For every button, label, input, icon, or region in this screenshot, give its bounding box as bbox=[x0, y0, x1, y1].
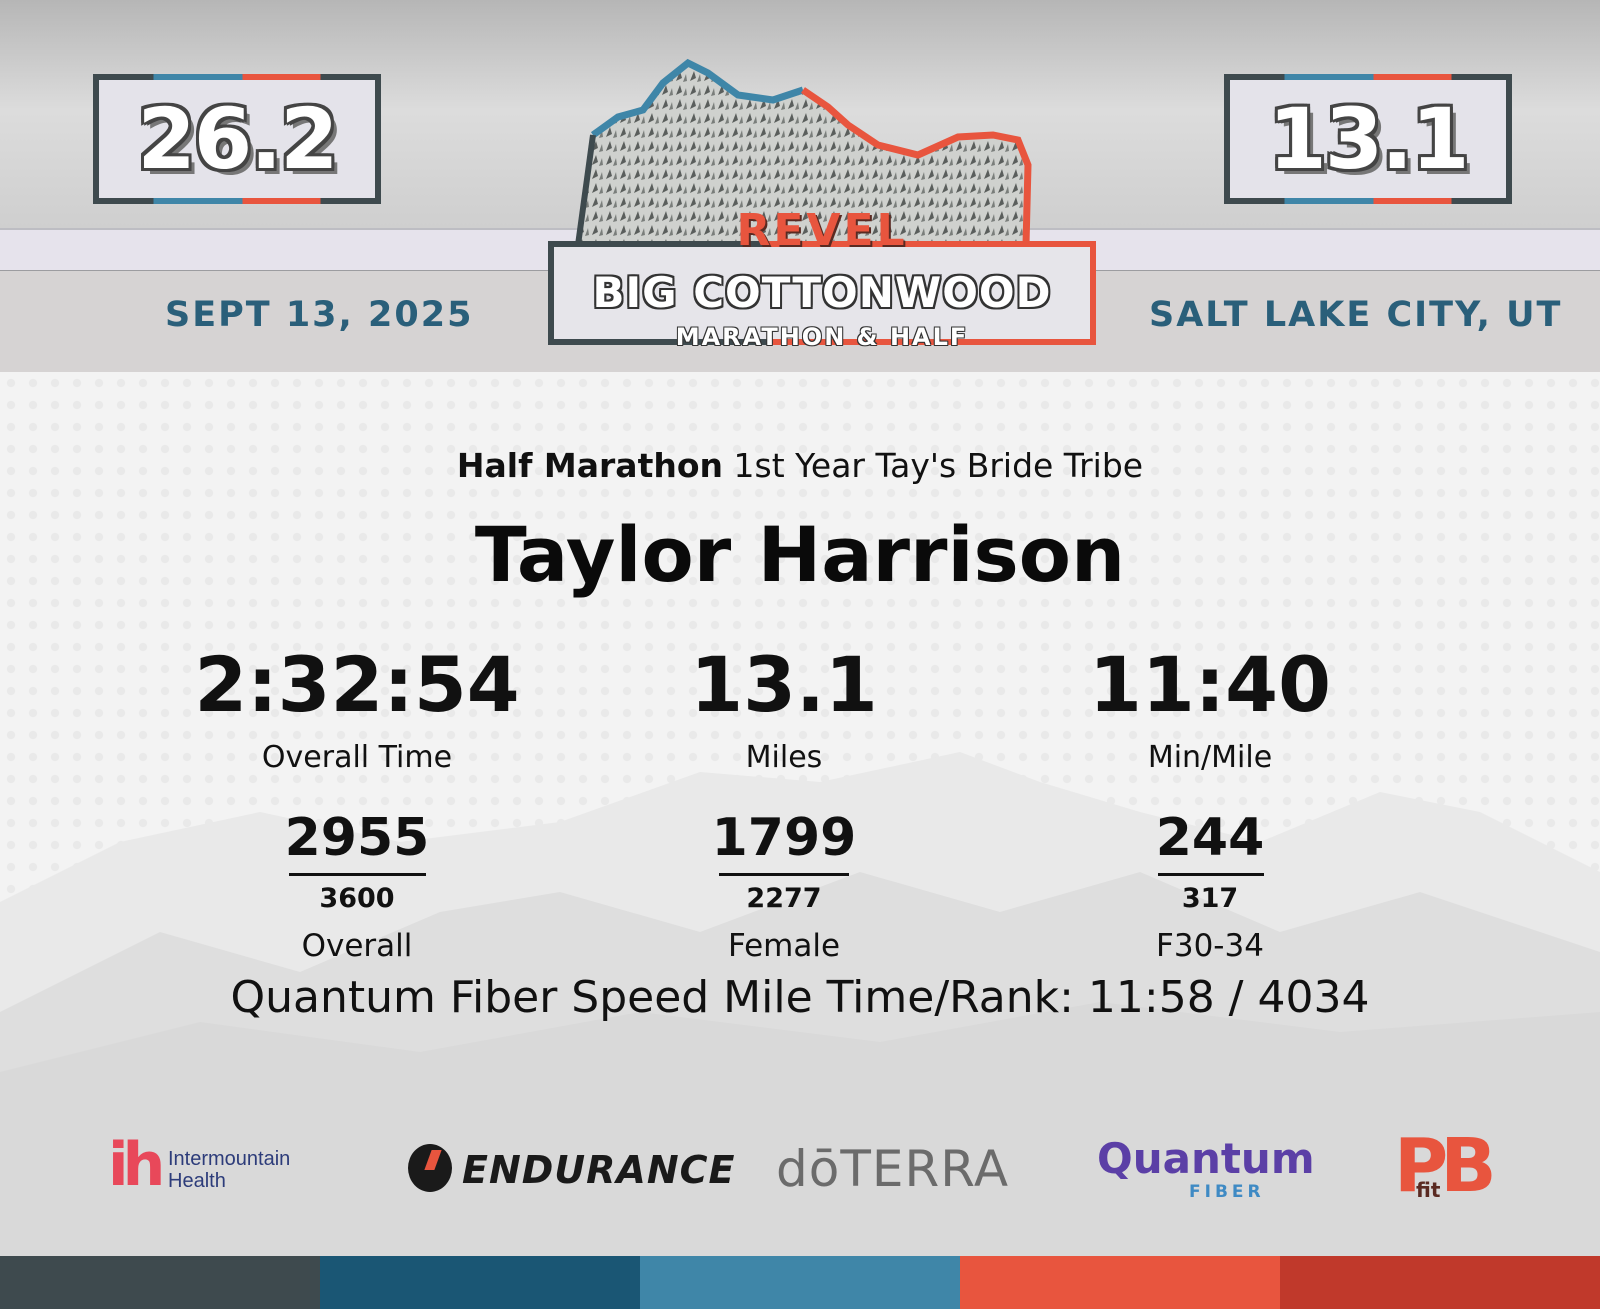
rank-divider-overall bbox=[289, 873, 426, 876]
rank-place-female: 1799 bbox=[711, 808, 857, 868]
intermountain-line2: Health bbox=[168, 1170, 226, 1192]
intermountain-wordmark: Intermountain Health bbox=[168, 1148, 290, 1192]
marathon-distance-text: 26.2 bbox=[137, 90, 338, 188]
race-logo: REVEL BIG COTTONWOOD MARATHON & HALF bbox=[548, 55, 1098, 355]
mountain-silhouette bbox=[0, 752, 1600, 1256]
gatorade-g-icon bbox=[408, 1144, 452, 1192]
mountain-icon bbox=[575, 58, 1032, 246]
race-location: SALT LAKE CITY, UT bbox=[1149, 295, 1563, 335]
stat-label-miles: Miles bbox=[745, 740, 823, 775]
race-date: SEPT 13, 2025 bbox=[165, 295, 474, 335]
logo-brand: REVEL bbox=[736, 205, 908, 256]
rank-divider-age-group bbox=[1158, 873, 1264, 876]
rank-total-overall: 3600 bbox=[319, 883, 395, 914]
stat-label-pace: Min/Mile bbox=[1147, 740, 1273, 775]
color-segment-navy bbox=[320, 1256, 640, 1309]
color-segment-slate bbox=[0, 1256, 320, 1309]
rank-category-female: Female bbox=[727, 928, 841, 964]
runner-name: Taylor Harrison bbox=[474, 510, 1126, 599]
intermountain-mark-icon: ih bbox=[108, 1130, 165, 1200]
stat-value-miles: 13.1 bbox=[690, 640, 878, 729]
rank-place-age-group: 244 bbox=[1155, 808, 1265, 868]
event-name: Half Marathon bbox=[456, 446, 724, 485]
rank-divider-female bbox=[719, 873, 849, 876]
rank-place-overall: 2955 bbox=[284, 808, 430, 868]
rank-category-age-group: F30-34 bbox=[1156, 928, 1264, 964]
pb-fit-text: fit bbox=[1416, 1178, 1441, 1202]
speed-mile-result: Quantum Fiber Speed Mile Time/Rank: 11:5… bbox=[230, 972, 1370, 1023]
marathon-distance-badge: 26.2 bbox=[93, 74, 381, 204]
team-name: 1st Year Tay's Bride Tribe bbox=[733, 446, 1144, 485]
rank-total-age-group: 317 bbox=[1181, 883, 1239, 914]
logo-plate bbox=[548, 241, 1096, 345]
bottom-color-bar bbox=[0, 1256, 1600, 1309]
rank-category-overall: Overall bbox=[301, 928, 413, 964]
half-distance-badge: 13.1 bbox=[1224, 74, 1512, 204]
color-segment-blue bbox=[640, 1256, 960, 1309]
pb-wordmark: PB bbox=[1394, 1123, 1497, 1209]
quantum-wordmark: Quantum bbox=[1097, 1134, 1315, 1183]
event-line: Half Marathon 1st Year Tay's Bride Tribe bbox=[0, 446, 1600, 485]
rank-total-female: 2277 bbox=[746, 883, 822, 914]
stat-label-overall-time: Overall Time bbox=[261, 740, 453, 775]
quantum-fiber-subtext: FIBER bbox=[1189, 1182, 1265, 1202]
stat-value-overall-time: 2:32:54 bbox=[194, 640, 520, 729]
sponsor-doterra-logo: dōTERRA bbox=[776, 1140, 1010, 1198]
stat-value-pace: 11:40 bbox=[1089, 640, 1331, 729]
intermountain-line1: Intermountain bbox=[168, 1148, 291, 1170]
gatorade-endurance-wordmark: ENDURANCE bbox=[462, 1148, 736, 1192]
color-segment-orange bbox=[960, 1256, 1280, 1309]
half-distance-text: 13.1 bbox=[1268, 90, 1469, 188]
logo-subtitle: MARATHON & HALF bbox=[675, 323, 969, 351]
color-segment-red bbox=[1280, 1256, 1600, 1309]
results-panel bbox=[0, 372, 1600, 1256]
logo-race-name: BIG COTTONWOOD bbox=[592, 268, 1052, 317]
